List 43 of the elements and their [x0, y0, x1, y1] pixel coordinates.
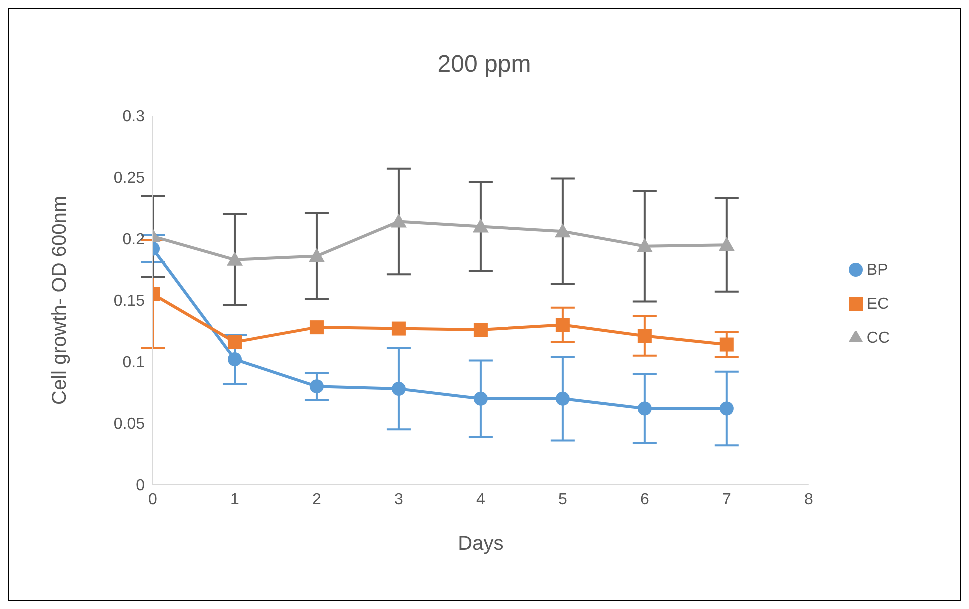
point: [720, 338, 734, 352]
point: [718, 237, 735, 252]
x-tick-label: 6: [640, 491, 650, 508]
point: [638, 329, 652, 344]
point: [636, 238, 653, 252]
legend-label: BP: [866, 262, 888, 278]
point: [226, 252, 243, 266]
y-tick-label: 0.2: [122, 232, 146, 249]
legend-label: CC: [866, 330, 890, 346]
y-tick-label: 0.05: [114, 416, 146, 434]
x-tick-label: 8: [804, 491, 814, 508]
point: [392, 322, 406, 336]
y-axis-title: Cell growth- OD 600nm: [49, 196, 72, 405]
point: [228, 335, 242, 350]
x-tick-label: 5: [558, 491, 568, 508]
point: [556, 318, 570, 332]
point: [474, 323, 488, 338]
point: [228, 352, 242, 367]
legend-label: EC: [866, 296, 890, 312]
x-axis-title: Days: [458, 533, 504, 555]
point: [474, 392, 488, 406]
point: [556, 392, 570, 406]
y-tick-label: 0.15: [114, 293, 146, 310]
point: [554, 224, 571, 238]
point: [392, 382, 406, 396]
y-tick-label: 0.25: [114, 170, 146, 188]
point: [390, 214, 407, 228]
point: [720, 402, 734, 416]
y-tick-label: 0.3: [122, 108, 146, 126]
x-tick-label: 4: [476, 491, 486, 508]
y-tick-label: 0: [136, 478, 146, 495]
x-tick-label: 0: [148, 491, 158, 508]
x-tick-label: 1: [230, 491, 240, 508]
point: [472, 218, 489, 233]
x-tick-label: 2: [312, 491, 322, 508]
point: [310, 320, 324, 335]
chart-title: 200 ppm: [436, 51, 532, 79]
point: [308, 248, 325, 262]
y-tick-label: 0.1: [122, 354, 146, 372]
x-tick-label: 3: [394, 491, 404, 508]
point: [310, 380, 324, 394]
point: [638, 402, 652, 416]
x-tick-label: 7: [722, 491, 732, 508]
